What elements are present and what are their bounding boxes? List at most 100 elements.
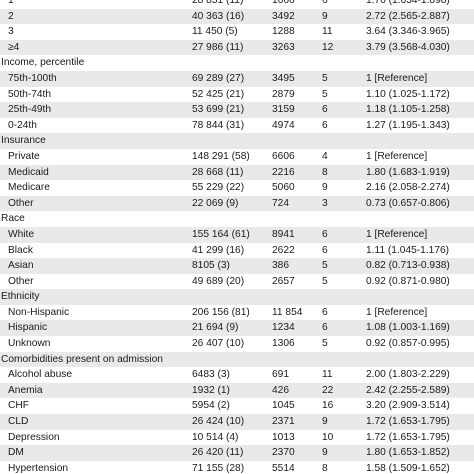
ratio-cell: 1 [Reference]	[366, 150, 428, 162]
percent-cell: 6	[322, 306, 328, 318]
row-label: Other	[8, 197, 34, 209]
events-cell: 2216	[272, 166, 295, 178]
ratio-cell: 2.00 (1.803-2.229)	[366, 369, 450, 381]
events-cell: 5060	[272, 182, 295, 194]
percent-cell: 9	[322, 447, 328, 459]
events-cell: 1288	[272, 26, 295, 38]
events-cell: 6606	[272, 150, 295, 162]
table-row: Anemia 1932 (1) 426 22 2.42 (2.255-2.589)	[0, 382, 474, 399]
section-header-row: Income, percentile	[0, 55, 474, 71]
row-label: Alcohol abuse	[8, 369, 73, 381]
row-label: Other	[8, 275, 34, 287]
percent-cell: 3	[322, 197, 328, 209]
row-label: White	[8, 228, 35, 240]
row-label: 75th-100th	[8, 72, 57, 84]
ratio-cell: 1.72 (1.653-1.795)	[366, 416, 450, 428]
events-cell: 5514	[272, 462, 295, 474]
count-cell: 8105 (3)	[192, 260, 230, 272]
count-cell: 26 424 (10)	[192, 416, 245, 428]
events-cell: 1306	[272, 338, 295, 350]
percent-cell: 9	[322, 182, 328, 194]
table-row: Medicaid 28 668 (11) 2216 8 1.80 (1.683-1.91…	[0, 164, 474, 181]
section-header-row: Race	[0, 211, 474, 227]
ratio-cell: 1.27 (1.195-1.343)	[366, 119, 450, 131]
events-cell: 1013	[272, 431, 295, 443]
ratio-cell: 3.64 (3.346-3.965)	[366, 26, 450, 38]
row-label: ≥4	[8, 41, 20, 53]
ratio-cell: 0.73 (0.657-0.806)	[366, 197, 450, 209]
table-row: 50th-74th 52 425 (21) 2879 5 1.10 (1.025-1.1…	[0, 87, 474, 103]
row-label: Depression	[8, 431, 60, 443]
percent-cell: 5	[322, 260, 328, 272]
count-cell: 206 156 (81)	[192, 306, 250, 318]
row-label: Black	[8, 244, 33, 256]
row-label: Hispanic	[8, 322, 48, 334]
table-row: Unknown 26 407 (10) 1306 5 0.92 (0.857-0.995…	[0, 336, 474, 352]
events-cell: 4974	[272, 119, 295, 131]
events-cell: 1045	[272, 400, 295, 412]
percent-cell: 12	[322, 41, 334, 53]
section-label: Race	[1, 213, 25, 225]
table-row: Other 22 069 (9) 724 3 0.73 (0.657-0.806)	[0, 195, 474, 212]
section-header-row: Comorbidities present on admission	[0, 351, 474, 368]
percent-cell: 4	[322, 150, 328, 162]
count-cell: 1932 (1)	[192, 384, 230, 396]
percent-cell: 9	[322, 416, 328, 428]
table-row: Private 148 291 (58) 6606 4 1 [Reference]	[0, 149, 474, 165]
count-cell: 26 407 (10)	[192, 338, 245, 350]
row-label: DM	[8, 447, 24, 459]
percent-cell: 10	[322, 431, 334, 443]
percent-cell: 11	[322, 26, 333, 38]
ratio-cell: 1.08 (1.003-1.169)	[366, 322, 450, 334]
count-cell: 11 450 (5)	[192, 26, 238, 38]
count-cell: 22 069 (9)	[192, 197, 239, 209]
events-cell: 2879	[272, 88, 295, 100]
table-row: 75th-100th 69 289 (27) 3495 5 1 [Reference]	[0, 70, 474, 87]
table-row: 2 40 363 (16) 3492 9 2.72 (2.565-2.887)	[0, 8, 474, 25]
table-row: 25th-49th 53 699 (21) 3159 6 1.18 (1.105-1.2…	[0, 102, 474, 118]
events-cell: 2370	[272, 447, 295, 459]
count-cell: 41 299 (16)	[192, 244, 245, 256]
table-row: CLD 26 424 (10) 2371 9 1.72 (1.653-1.795)	[0, 414, 474, 430]
section-header-row: Ethnicity	[0, 289, 474, 305]
table-row: Non-Hispanic 206 156 (81) 11 854 6 1 [Refere…	[0, 305, 474, 321]
ratio-cell: 1 [Reference]	[366, 72, 428, 84]
events-cell: 8941	[272, 228, 295, 240]
ratio-cell: 1.18 (1.105-1.258)	[366, 104, 450, 116]
count-cell: 40 363 (16)	[192, 10, 245, 22]
count-cell: 71 155 (28)	[192, 462, 245, 474]
events-cell: 724	[272, 197, 289, 209]
table-row: Depression 10 514 (4) 1013 10 1.72 (1.653-1.…	[0, 430, 474, 446]
table-row: Medicare 55 229 (22) 5060 9 2.16 (2.058-2.27…	[0, 180, 474, 196]
ratio-cell: 2.72 (2.565-2.887)	[366, 10, 450, 22]
row-label: 25th-49th	[8, 104, 52, 116]
percent-cell: 6	[322, 228, 328, 240]
section-header-row: Insurance	[0, 133, 474, 149]
percent-cell: 22	[322, 384, 334, 396]
table-row: Asian 8105 (3) 386 5 0.82 (0.713-0.938)	[0, 258, 474, 274]
ratio-cell: 2.16 (2.058-2.274)	[366, 182, 450, 194]
row-label: CHF	[8, 400, 29, 412]
percent-cell: 6	[322, 244, 328, 256]
percent-cell: 6	[322, 0, 328, 6]
ratio-cell: 1.58 (1.509-1.652)	[366, 462, 450, 474]
row-label: Asian	[8, 260, 34, 272]
count-cell: 155 164 (61)	[192, 228, 250, 240]
count-cell: 69 289 (27)	[192, 72, 245, 84]
percent-cell: 5	[322, 275, 328, 287]
table-row: 1 28 851 (11) 1666 6 1.76 (1.634-1.898)	[0, 0, 474, 9]
ratio-cell: 1.80 (1.683-1.919)	[366, 166, 450, 178]
ratio-cell: 0.92 (0.871-0.980)	[366, 275, 450, 287]
events-cell: 3495	[272, 72, 295, 84]
count-cell: 148 291 (58)	[192, 150, 250, 162]
ratio-cell: 0.82 (0.713-0.938)	[366, 260, 450, 272]
count-cell: 78 844 (31)	[192, 119, 245, 131]
ratio-cell: 1 [Reference]	[366, 228, 428, 240]
row-label: CLD	[8, 416, 29, 428]
table-row: Alcohol abuse 6483 (3) 691 11 2.00 (1.803-2.…	[0, 367, 474, 383]
percent-cell: 5	[322, 338, 328, 350]
count-cell: 28 668 (11)	[192, 166, 244, 178]
count-cell: 10 514 (4)	[192, 431, 239, 443]
count-cell: 21 694 (9)	[192, 322, 239, 334]
